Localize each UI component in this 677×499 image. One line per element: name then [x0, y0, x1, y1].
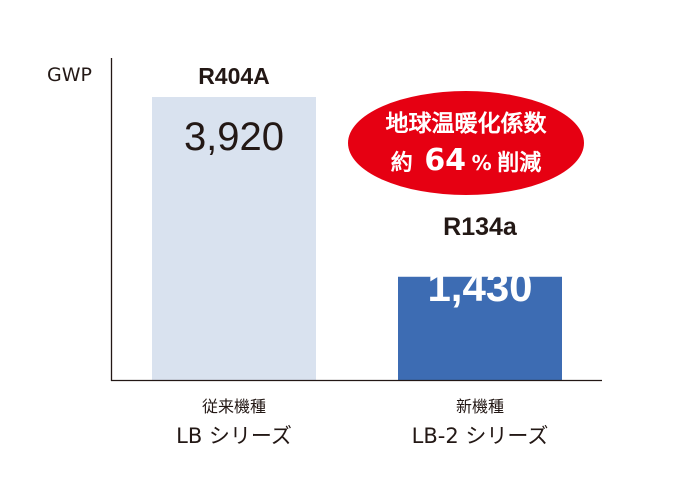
- callout-line2: 約 64 % 削減: [391, 143, 542, 178]
- callout-number: 64: [424, 143, 466, 178]
- y-axis-label: GWP: [47, 64, 92, 86]
- category-label-2-line1: 新機種: [456, 397, 504, 416]
- value-label-r134a: 1,430: [427, 263, 532, 310]
- series-label-r134a: R134a: [443, 213, 518, 241]
- series-label-r404a: R404A: [198, 63, 270, 89]
- value-label-r404a: 3,920: [184, 115, 284, 159]
- callout-line1: 地球温暖化係数: [386, 110, 548, 137]
- bar-r404a: [152, 97, 316, 380]
- callout-suffix: 削減: [497, 151, 541, 176]
- callout-prefix: 約: [391, 150, 413, 176]
- reduction-callout: [348, 91, 584, 195]
- bar-r134a: [398, 276, 562, 380]
- category-label-1-line2: LB シリーズ: [176, 424, 292, 448]
- callout-unit: %: [472, 151, 492, 175]
- category-label-2-line2: LB-2 シリーズ: [412, 424, 549, 448]
- category-label-1-line1: 従来機種: [202, 397, 266, 416]
- bars-layer: [152, 97, 562, 380]
